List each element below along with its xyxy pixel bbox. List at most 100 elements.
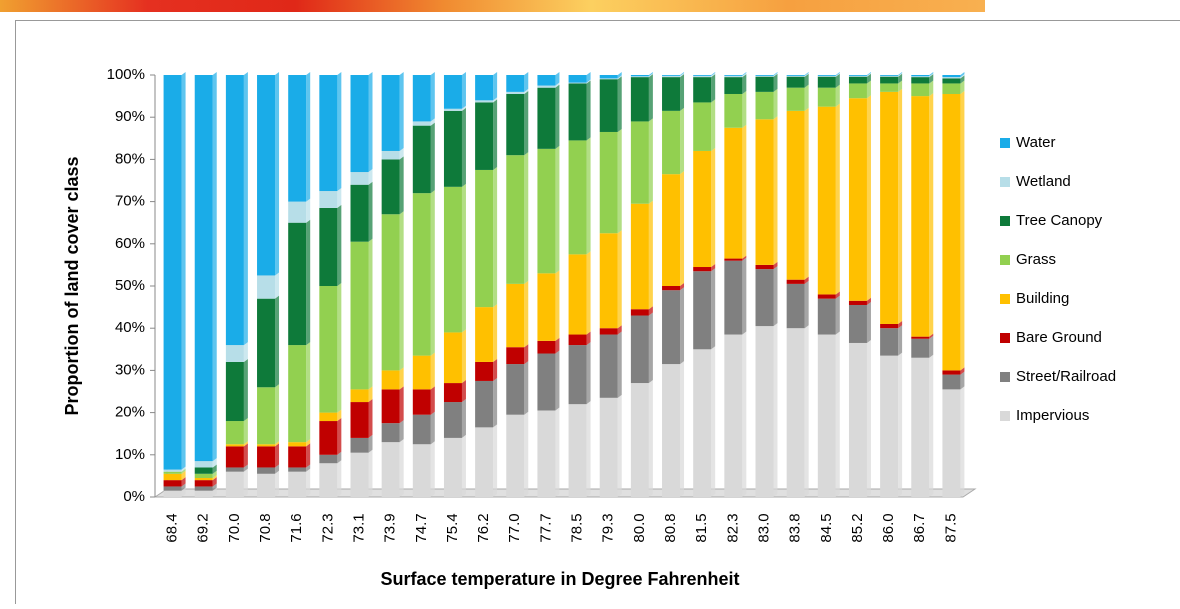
bar-segment xyxy=(444,332,462,383)
bar-side xyxy=(742,125,746,259)
bar-segment xyxy=(818,76,836,77)
bar-segment xyxy=(413,121,431,125)
bar-side xyxy=(337,283,341,413)
bar-segment xyxy=(911,75,929,76)
bar-segment xyxy=(724,77,742,94)
bar-segment xyxy=(444,187,462,333)
x-tick-label: 79.3 xyxy=(600,513,617,542)
bar-side xyxy=(742,74,746,94)
bar-segment xyxy=(849,77,867,84)
bar-segment xyxy=(631,76,649,77)
bar-segment xyxy=(662,290,680,364)
bar-side xyxy=(462,329,466,383)
bar-side xyxy=(369,72,373,172)
bar-side xyxy=(244,342,248,362)
y-tick-label: 80% xyxy=(115,150,145,167)
bar-segment xyxy=(849,76,867,77)
bar-side xyxy=(369,435,373,453)
bar-side xyxy=(618,230,622,328)
bar-segment xyxy=(195,480,213,486)
legend-label: Street/Railroad xyxy=(1016,368,1116,385)
bar-segment xyxy=(195,474,213,478)
bar-side xyxy=(618,332,622,398)
bar-segment xyxy=(506,94,524,155)
x-tick-label: 70.8 xyxy=(257,513,274,542)
bar-segment xyxy=(756,269,774,326)
bar-side xyxy=(369,239,373,390)
legend-label: Bare Ground xyxy=(1016,329,1102,346)
bar-side xyxy=(493,424,497,497)
bar-segment xyxy=(164,474,182,480)
bar-segment xyxy=(164,491,182,497)
bar-segment xyxy=(164,75,182,470)
x-tick-label: 71.6 xyxy=(288,513,305,542)
bar-side xyxy=(400,386,404,423)
bar-side xyxy=(836,296,840,335)
bar-side xyxy=(898,89,902,324)
bar-segment xyxy=(662,77,680,111)
bar-segment xyxy=(756,119,774,265)
bar-segment xyxy=(413,193,431,355)
bar-segment xyxy=(164,486,182,490)
bar-segment xyxy=(351,185,369,242)
y-tick-label: 90% xyxy=(115,108,145,125)
bar-segment xyxy=(693,349,711,497)
bar-segment xyxy=(537,88,555,149)
bar-segment xyxy=(787,284,805,328)
bar-side xyxy=(275,471,279,497)
bar-segment xyxy=(693,267,711,271)
bar-segment xyxy=(226,75,244,345)
x-tick-label: 73.9 xyxy=(382,513,399,542)
bar-segment xyxy=(537,410,555,497)
bar-segment xyxy=(195,461,213,467)
bar-segment xyxy=(631,75,649,76)
bar-side xyxy=(431,412,435,445)
bar-segment xyxy=(537,75,555,86)
bar-segment xyxy=(257,467,275,473)
legend-swatch xyxy=(1000,411,1010,421)
bar-side xyxy=(524,152,528,284)
bar-side xyxy=(618,76,622,132)
bar-segment xyxy=(382,389,400,423)
bar-side xyxy=(306,443,310,467)
bar-segment xyxy=(319,75,337,191)
bar-side xyxy=(493,72,497,100)
bar-segment xyxy=(444,109,462,111)
bar-segment xyxy=(569,83,587,84)
bar-segment xyxy=(600,328,618,334)
bar-side xyxy=(244,469,248,497)
bar-side xyxy=(836,85,840,107)
bar-segment xyxy=(569,335,587,346)
bar-segment xyxy=(600,79,618,132)
bar-segment xyxy=(382,214,400,370)
bar-side xyxy=(369,399,373,438)
bar-side xyxy=(960,386,964,497)
bar-side xyxy=(867,340,871,497)
bar-segment xyxy=(319,191,337,208)
x-tick-label: 80.0 xyxy=(631,513,648,542)
y-axis-title: Proportion of land cover class xyxy=(62,156,82,415)
bar-segment xyxy=(818,294,836,298)
legend-swatch xyxy=(1000,138,1010,148)
bar-segment xyxy=(787,328,805,497)
bar-side xyxy=(774,323,778,497)
bar-side xyxy=(711,148,715,267)
bar-side xyxy=(431,386,435,414)
bar-side xyxy=(369,450,373,497)
bar-segment xyxy=(319,455,337,463)
y-tick-label: 0% xyxy=(123,488,145,505)
bar-side xyxy=(680,108,684,174)
bar-side xyxy=(400,420,404,442)
bar-segment xyxy=(693,75,711,76)
bar-side xyxy=(244,443,248,467)
bar-segment xyxy=(942,83,960,94)
y-tick-label: 70% xyxy=(115,193,145,210)
bar-segment xyxy=(911,337,929,339)
bar-side xyxy=(805,108,809,280)
bar-segment xyxy=(756,326,774,497)
bar-segment xyxy=(880,77,898,84)
bar-segment xyxy=(257,299,275,388)
bar-segment xyxy=(444,75,462,109)
bar-segment xyxy=(849,305,867,343)
